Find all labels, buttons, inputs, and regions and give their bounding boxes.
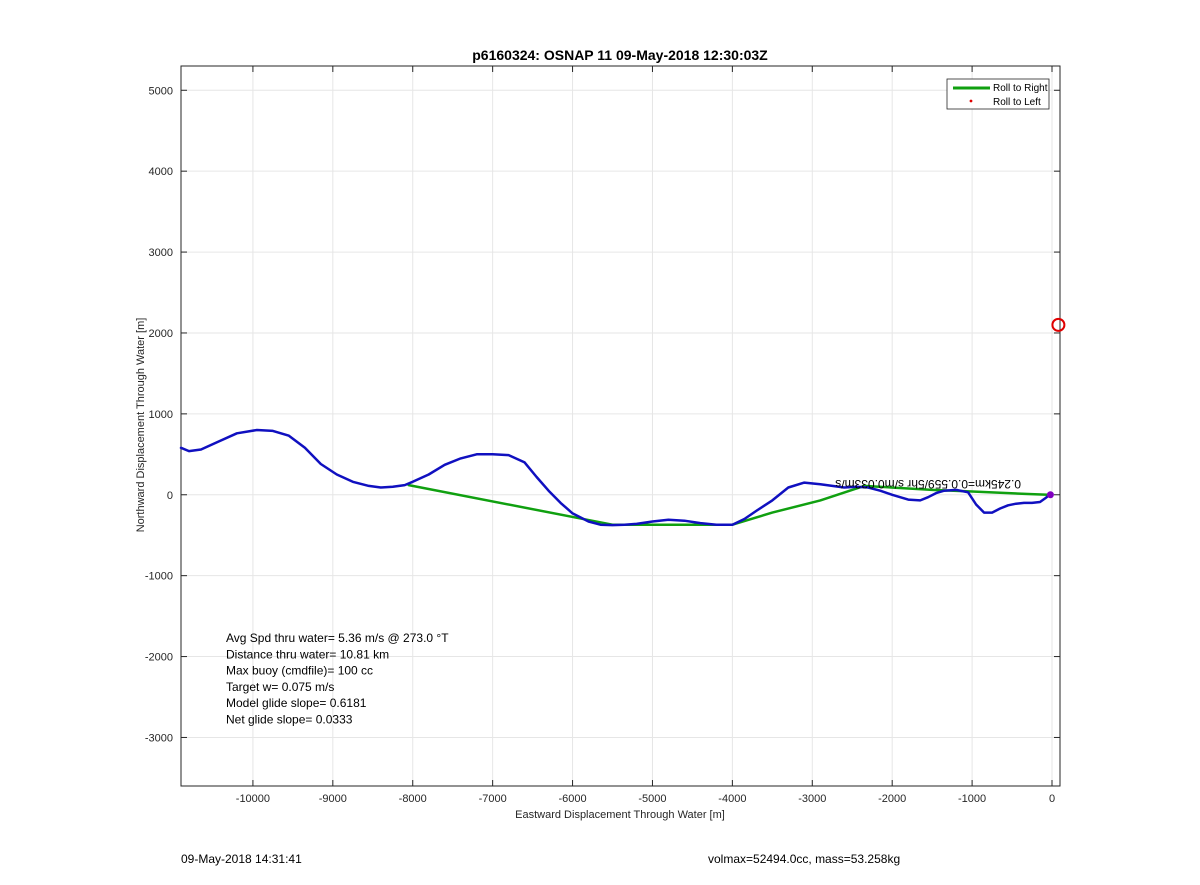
y-tick-label: 0 xyxy=(167,490,173,502)
x-tick-label: -7000 xyxy=(479,793,507,805)
legend-box xyxy=(946,78,1050,110)
stats-annotations: Avg Spd thru water= 5.36 m/s @ 273.0 °T D… xyxy=(226,631,449,727)
stats-line: Net glide slope= 0.0333 xyxy=(226,713,353,727)
marker-layer xyxy=(1046,317,1066,499)
x-tick-label: -9000 xyxy=(319,793,347,805)
chart-title: p6160324: OSNAP 11 09-May-2018 12:30:03Z xyxy=(472,47,768,63)
axis-ticks: -10000 -9000 -8000 -7000 -6000 -5000 -4000 -300… xyxy=(145,66,1060,805)
track-line xyxy=(179,428,1051,527)
legend-label-roll-left: Roll to Left xyxy=(993,97,1041,108)
roll-left-marker xyxy=(1051,317,1066,332)
y-tick-label: -1000 xyxy=(145,571,173,583)
x-tick-label: -4000 xyxy=(718,793,746,805)
x-tick-label: -8000 xyxy=(399,793,427,805)
stats-line: Distance thru water= 10.81 km xyxy=(226,647,389,661)
x-tick-label: -1000 xyxy=(958,793,986,805)
y-axis-label: Northward Displacement Through Water [m] xyxy=(135,318,147,533)
x-tick-label: -3000 xyxy=(798,793,826,805)
y-tick-label: -3000 xyxy=(145,732,173,744)
y-tick-label: 4000 xyxy=(149,166,173,178)
legend-label-roll-right: Roll to Right xyxy=(993,83,1048,94)
grid xyxy=(181,66,1060,786)
y-tick-label: 2000 xyxy=(149,328,173,340)
x-tick-label: -6000 xyxy=(558,793,586,805)
legend-swatch-roll-left xyxy=(969,99,973,103)
roll-right-line xyxy=(407,483,1050,526)
y-tick-label: 5000 xyxy=(149,85,173,97)
y-tick-label: 1000 xyxy=(149,409,173,421)
track-end-label: 0.245km=0.0.559/5hr s/m0.033m/s xyxy=(835,477,1021,491)
x-tick-label: -5000 xyxy=(638,793,666,805)
legend: Roll to Right Roll to Left xyxy=(946,78,1050,110)
x-axis-label: Eastward Displacement Through Water [m] xyxy=(515,809,725,821)
x-tick-label: -2000 xyxy=(878,793,906,805)
plot-frame xyxy=(180,65,1061,787)
stats-line: Model glide slope= 0.6181 xyxy=(226,696,367,710)
y-tick-label: 3000 xyxy=(149,247,173,259)
stats-line: Max buoy (cmdfile)= 100 cc xyxy=(226,664,373,678)
stats-line: Avg Spd thru water= 5.36 m/s @ 273.0 °T xyxy=(226,631,449,645)
series-layer xyxy=(179,428,1051,527)
stats-line: Target w= 0.075 m/s xyxy=(226,680,334,694)
y-tick-label: -2000 xyxy=(145,652,173,664)
x-tick-label: 0 xyxy=(1049,793,1055,805)
footer-timestamp: 09-May-2018 14:31:41 xyxy=(181,852,302,866)
end-marker xyxy=(1046,491,1054,499)
footer-mass-info: volmax=52494.0cc, mass=53.258kg xyxy=(708,852,901,866)
x-tick-label: -10000 xyxy=(236,793,270,805)
